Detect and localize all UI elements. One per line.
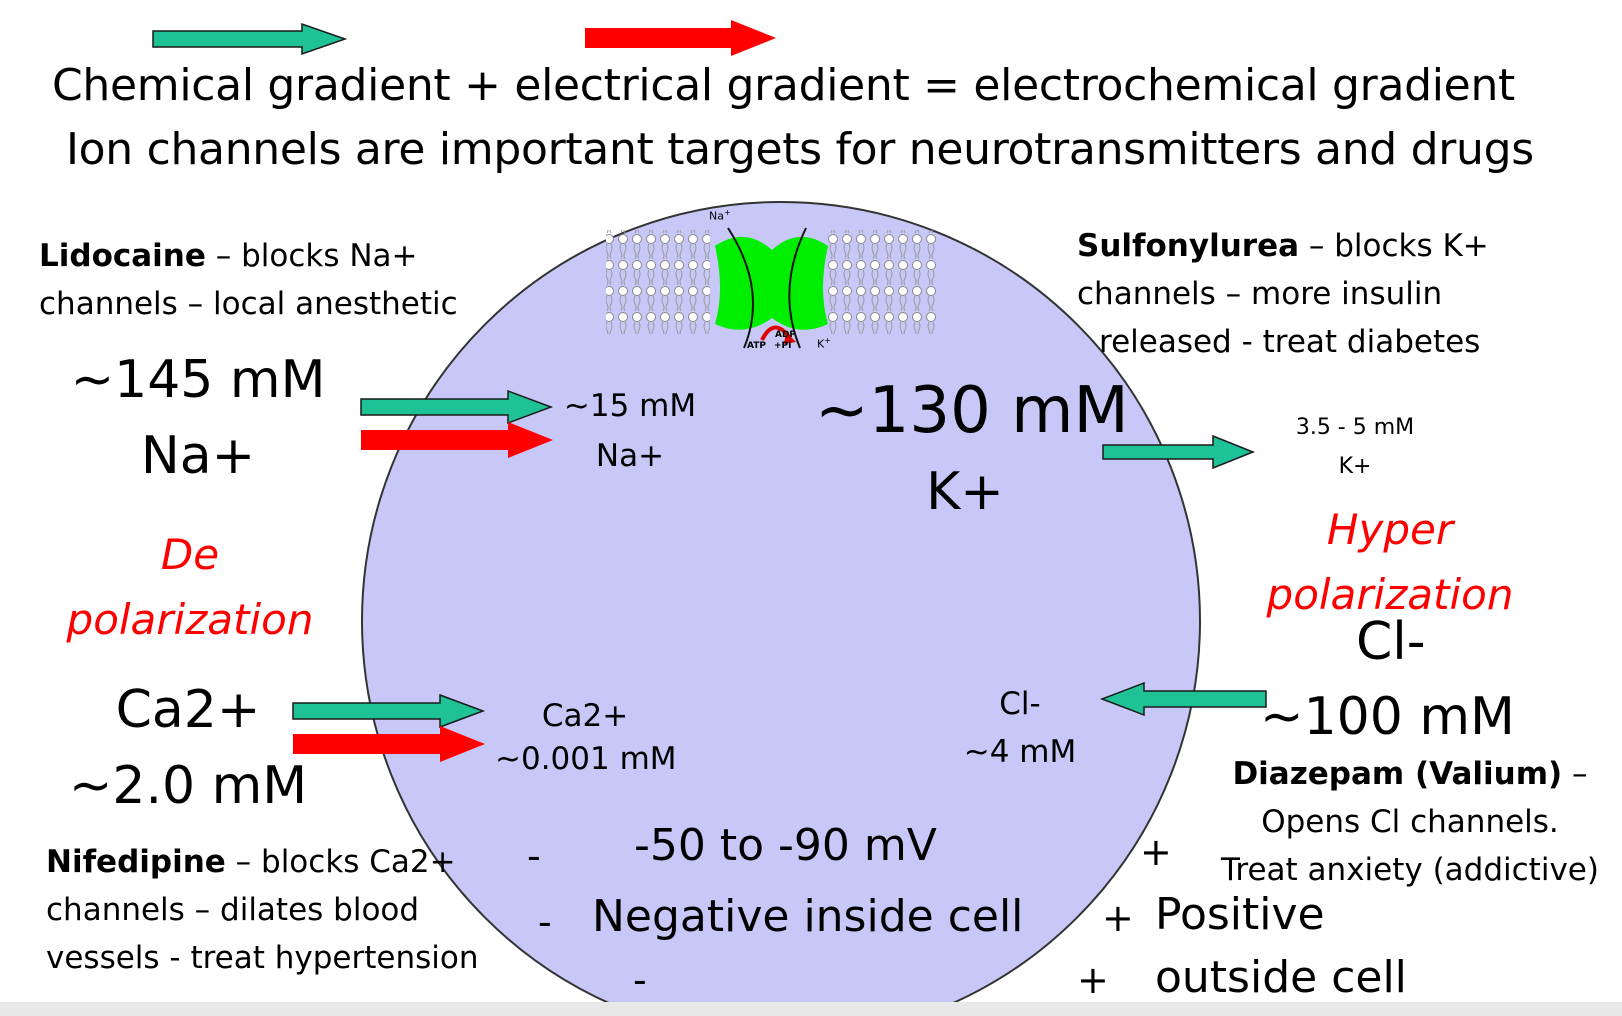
- diazepam-name: Diazepam (Valium): [1232, 756, 1563, 792]
- lidocaine-name: Lidocaine: [39, 238, 206, 274]
- k-outside-ion: K+: [1338, 454, 1372, 479]
- sulfonylurea-name: Sulfonylurea: [1077, 228, 1300, 264]
- cl-outside-conc: ~100 mM: [1260, 687, 1515, 747]
- depolarization-line2: polarization: [66, 595, 314, 644]
- na-electrical-arrow: [361, 422, 553, 458]
- k-inside-conc: ~130 mM: [815, 374, 1129, 448]
- channel-k-label: K+: [817, 336, 831, 351]
- hyperpolarization-line1: Hyper: [1326, 505, 1454, 554]
- plus-sign-3: +: [1077, 958, 1109, 1002]
- diazepam-note: Diazepam (Valium) – Opens Cl channels. T…: [1221, 756, 1599, 888]
- channel-pi-label: +PI: [774, 341, 792, 351]
- minus-sign-3: -: [633, 958, 647, 1002]
- headline-line1: Chemical gradient + electrical gradient …: [52, 60, 1515, 111]
- ca-inside-ion: Ca2+: [541, 698, 629, 734]
- sulfonylurea-note: Sulfonylurea – blocks K+ channels – more…: [1077, 228, 1489, 360]
- plus-sign-1: +: [1140, 830, 1172, 874]
- na-inside-ion: Na+: [595, 438, 665, 474]
- channel-adp-label: ADP: [775, 330, 797, 340]
- k-chemical-arrow: [1102, 434, 1256, 470]
- na-inside-conc: ~15 mM: [563, 388, 697, 424]
- window-bottom-edge: [0, 1002, 1622, 1016]
- k-inside-ion: K+: [926, 462, 1004, 522]
- cl-inside-conc: ~4 mM: [963, 734, 1077, 770]
- ca-inside-conc: ~0.001 mM: [495, 741, 677, 777]
- channel-protein: [715, 236, 828, 330]
- chemical-gradient-legend-arrow: [152, 22, 348, 56]
- membrane-potential: -50 to -90 mV: [634, 820, 937, 871]
- channel-na-label: Na+: [709, 208, 731, 223]
- na-outside-conc: ~145 mM: [70, 350, 326, 410]
- cell-circle: [361, 201, 1201, 1016]
- ca-outside-conc: ~2.0 mM: [68, 756, 308, 816]
- minus-sign-2: -: [538, 900, 552, 944]
- nifedipine-name: Nifedipine: [46, 844, 226, 880]
- positive-label: Positive: [1155, 889, 1325, 940]
- k-outside-conc: 3.5 - 5 mM: [1295, 415, 1415, 440]
- plus-sign-2: +: [1102, 896, 1134, 940]
- electrical-gradient-legend-arrow: [585, 20, 776, 56]
- cl-inside-ion: Cl-: [999, 686, 1041, 722]
- channel-atp-label: ATP: [747, 341, 767, 351]
- ca-electrical-arrow: [293, 726, 485, 762]
- minus-sign-1: -: [527, 834, 541, 878]
- nifedipine-note: Nifedipine – blocks Ca2+ channels – dila…: [46, 844, 479, 976]
- outside-cell-label: outside cell: [1155, 952, 1407, 1003]
- lidocaine-note: Lidocaine – blocks Na+ channels – local …: [39, 238, 458, 322]
- ca-outside-ion: Ca2+: [115, 680, 261, 740]
- na-outside-ion: Na+: [140, 426, 256, 486]
- ion-channel-figure: [606, 227, 936, 349]
- na-chemical-arrow: [360, 389, 554, 425]
- headline-line2: Ion channels are important targets for n…: [66, 124, 1534, 175]
- cl-outside-ion: Cl-: [1356, 612, 1426, 672]
- hyperpolarization-line2: polarization: [1266, 570, 1514, 619]
- ca-chemical-arrow: [292, 693, 486, 729]
- depolarization-line1: De: [160, 530, 220, 579]
- negative-inside-label: Negative inside cell: [592, 891, 1024, 942]
- cl-chemical-arrow: [1099, 681, 1267, 717]
